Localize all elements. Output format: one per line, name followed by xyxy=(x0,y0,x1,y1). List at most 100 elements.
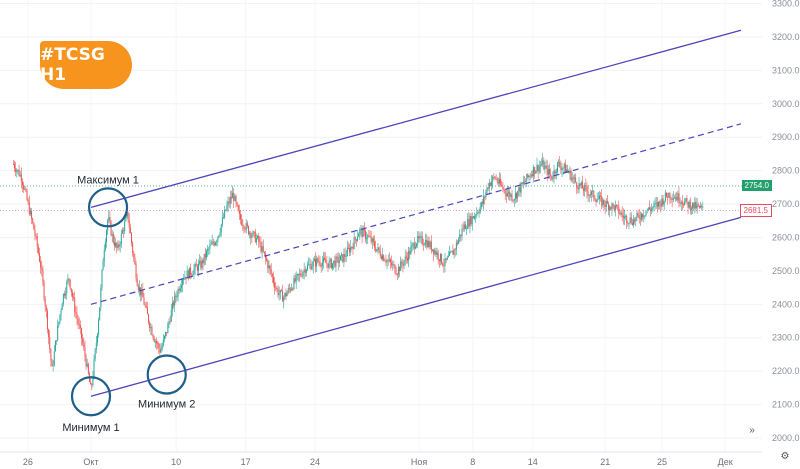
candle-body xyxy=(63,293,65,296)
candle-body xyxy=(223,217,225,219)
candle-body xyxy=(35,235,37,237)
candle-body xyxy=(416,243,418,247)
candle-body xyxy=(101,270,103,288)
candle-body xyxy=(366,238,368,240)
candle-body xyxy=(683,204,685,206)
candle-body xyxy=(622,215,624,219)
candle-body xyxy=(679,202,681,204)
channel-middle-line[interactable] xyxy=(90,123,742,305)
candle-body xyxy=(300,273,302,276)
candle-body xyxy=(304,269,306,273)
candle-body xyxy=(203,253,205,264)
candle-body xyxy=(535,170,537,174)
candle-body xyxy=(551,175,553,180)
settings-gear-icon[interactable]: ⚙ xyxy=(780,451,790,462)
candle-body xyxy=(31,210,33,219)
candle-body xyxy=(140,287,142,296)
candle-body xyxy=(380,256,382,260)
y-tick-label: 2500.0 xyxy=(772,266,800,276)
candle-body xyxy=(127,212,129,221)
candle-body xyxy=(439,253,441,262)
candle-body xyxy=(480,202,482,207)
candle-body xyxy=(623,216,625,219)
candle-body xyxy=(418,235,420,239)
ticker-tag: #TCSG H1 xyxy=(40,41,132,89)
candle-body xyxy=(70,288,72,293)
candle-body xyxy=(523,181,525,183)
y-tick-label: 2400.0 xyxy=(772,299,800,309)
candle-body xyxy=(458,239,460,244)
candle-body xyxy=(382,255,384,260)
candle-body xyxy=(58,321,60,326)
candle-body xyxy=(128,220,130,228)
candle-body xyxy=(86,363,88,367)
candle-body xyxy=(626,215,628,223)
candle-body xyxy=(684,201,686,206)
scroll-to-end-icon[interactable]: » xyxy=(749,425,755,436)
candle-body xyxy=(257,235,259,239)
candle-body xyxy=(42,270,44,283)
candle-body xyxy=(134,257,136,265)
candle-body xyxy=(587,191,589,196)
candle-body xyxy=(226,205,228,211)
candle-body xyxy=(637,213,639,216)
candle-body xyxy=(562,167,564,169)
candle-body xyxy=(594,198,596,201)
candle-body xyxy=(302,272,304,277)
candle-body xyxy=(49,336,51,349)
candle-body xyxy=(651,207,653,211)
candle-body xyxy=(639,218,641,220)
candle-body xyxy=(301,275,303,277)
y-tick-label: 3100.0 xyxy=(772,65,800,75)
candle-body xyxy=(677,193,679,201)
max1-label: Максимум 1 xyxy=(77,174,139,186)
channel-lower-line[interactable] xyxy=(90,216,742,397)
candle-body xyxy=(195,264,197,267)
candle-body xyxy=(489,182,491,186)
candle-body xyxy=(533,167,535,176)
x-tick-label: 25 xyxy=(657,457,667,467)
candle-body xyxy=(650,209,652,211)
candle-body xyxy=(202,260,204,264)
candle-body xyxy=(196,266,198,271)
candle-body xyxy=(370,236,372,243)
candle-body xyxy=(479,206,481,213)
candle-body xyxy=(82,338,84,344)
x-tick-label: 8 xyxy=(470,457,475,467)
candle-body xyxy=(660,202,662,207)
candle-body xyxy=(547,168,549,175)
candle-body xyxy=(168,321,170,324)
candle-body xyxy=(112,234,114,243)
candle-body xyxy=(176,296,178,298)
candle-body xyxy=(321,262,323,267)
candle-body xyxy=(180,285,182,288)
candle-body xyxy=(142,290,144,298)
y-tick-label: 2800.0 xyxy=(772,166,800,176)
candle-body xyxy=(391,262,393,266)
candle-body xyxy=(293,278,295,290)
min1-circle xyxy=(70,376,112,417)
y-tick-label: 2700.0 xyxy=(772,199,800,209)
candle-body xyxy=(615,205,617,206)
candles xyxy=(12,153,704,391)
candle-body xyxy=(60,309,62,315)
candle-body xyxy=(453,249,455,255)
candle-body xyxy=(345,256,347,257)
trend-channel[interactable] xyxy=(90,29,742,397)
candle-body xyxy=(675,197,677,199)
candle-body xyxy=(394,264,396,274)
channel-upper-line[interactable] xyxy=(90,29,742,209)
candle-body xyxy=(338,260,340,263)
candle-body xyxy=(157,343,159,345)
candle-body xyxy=(34,229,36,236)
candle-body xyxy=(213,243,215,245)
candle-body xyxy=(325,259,327,263)
candle-body xyxy=(312,261,314,267)
candle-body xyxy=(654,203,656,205)
candle-body xyxy=(121,230,123,234)
candle-body xyxy=(353,237,355,249)
candle-body xyxy=(420,236,422,238)
candle-body xyxy=(361,228,363,237)
candle-body xyxy=(367,235,369,239)
